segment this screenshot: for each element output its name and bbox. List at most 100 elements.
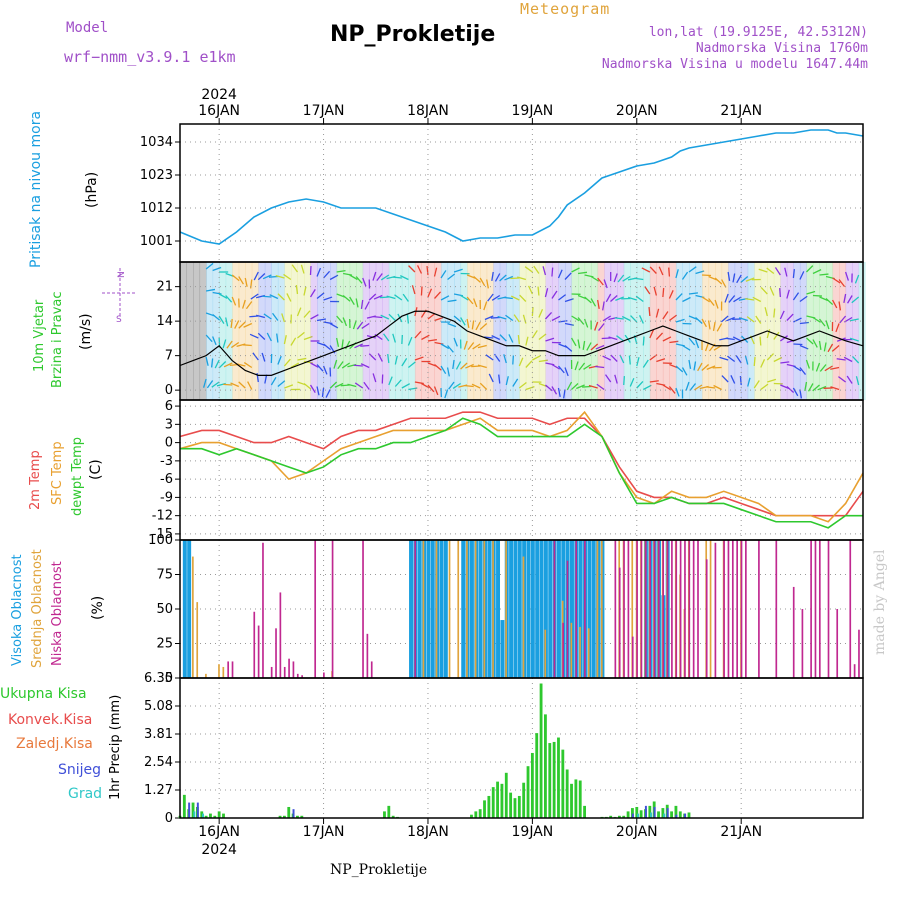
precip-total-bar [635,806,639,818]
cloud-low-bar [323,672,325,678]
wind-barb [812,339,818,348]
wind-barb [598,323,605,331]
cloud-low-bar [671,540,673,678]
wind-field-cell [571,262,579,400]
wind-field-cell [734,262,742,400]
cloud-low-bar [575,540,578,678]
wind-barb [479,277,486,287]
wind-barb [316,292,325,300]
wind-barb [434,291,442,299]
wind-barb [484,336,494,339]
precip-hail-bar [663,813,666,818]
precip-snow-bar [196,802,199,818]
y-tick-label: -15 [152,527,173,542]
wind-barb [812,384,820,392]
wind-barb [322,365,328,375]
precip-total-bar [478,809,482,818]
cloud-mid-bar [222,666,225,678]
wind-barb [362,277,367,287]
wind-barb [675,269,679,279]
wind-field-cell [310,262,318,400]
wind-field-cell [343,262,351,400]
wind-barb [250,293,259,300]
wind-barb [793,317,802,323]
wind-barb [399,275,409,281]
wind-field-cell [414,262,422,400]
wind-barb [706,386,716,389]
y-tick-label: 0 [165,436,173,451]
cloud-low-bar [792,586,795,678]
wind-barb [363,381,370,390]
wind-barb [649,266,657,274]
wind-barb [642,359,649,368]
precip-total-bar [631,808,634,818]
cloud-low-bar [257,625,260,678]
wind-barb [421,334,430,341]
wind-barb [636,380,644,389]
wind-field-cell [238,262,246,400]
wind-barb [471,383,481,389]
temp-dewpt-series-line [180,417,863,529]
wind-barb [212,313,221,321]
cloud-mid-bar [579,626,581,678]
cloud-high-bar [500,620,505,678]
wind-barb [658,266,664,276]
wind-barb [427,384,435,393]
wind-barb [836,358,846,361]
wind-barb [590,298,597,307]
wind-barb [447,322,457,328]
wind-field-cell [388,262,396,400]
wind-barb [641,267,651,273]
wind-barb [465,363,474,369]
wind-barb [812,294,822,297]
year-label-bottom: 2024 [201,842,237,858]
precip-total-bar [278,815,282,818]
wind-barb [574,361,579,371]
wind-barb [477,364,487,369]
wind-barb [538,333,547,341]
wind-barb [629,377,635,387]
wind-barb [283,273,292,281]
precip-total-bar [217,811,221,818]
lonlat-info: lon,lat (19.9125E, 42.5312N) [648,25,868,40]
precip-snow-bar [631,813,634,818]
panel-frame [179,677,864,819]
cloud-low-bar [736,540,738,678]
wind-barb [851,296,860,304]
wind-barb [735,355,742,364]
cloud-low-bar [675,540,678,678]
cloud-high-bar [478,540,483,678]
wind-barb [223,383,233,386]
wind-barb [257,273,266,281]
wind-barb [406,314,410,324]
y-tick-label: 1001 [140,234,173,249]
wind-barb [825,320,830,330]
wind-field-cell [799,262,807,400]
wind-barb [655,308,660,318]
wind-barb [218,293,228,299]
cloud-mid-bar [631,540,634,678]
wind-barb [433,267,438,277]
wind-barb [349,274,358,281]
wind-barb [473,276,481,283]
wind-barb [335,337,340,347]
wind-barb [277,380,286,388]
wind-field-cell [551,262,559,400]
wind-barb [277,355,282,365]
y-tick-label: 25 [156,637,173,652]
wind-barb [522,314,527,324]
wind-barb [503,354,507,364]
wind-barb [544,288,549,298]
wind-barb [818,340,822,350]
wind-barb [392,333,396,343]
cloud-low-bar [414,540,417,678]
y-tick-label: 3 [165,417,173,432]
wind-field-cell [773,262,781,400]
wind-barb [799,295,808,303]
wind-barb [238,381,246,389]
cloud-low-bar [640,540,643,678]
wind-barb [225,295,233,303]
wind-field-cell [356,262,364,400]
cloud-low-bar [836,609,839,678]
